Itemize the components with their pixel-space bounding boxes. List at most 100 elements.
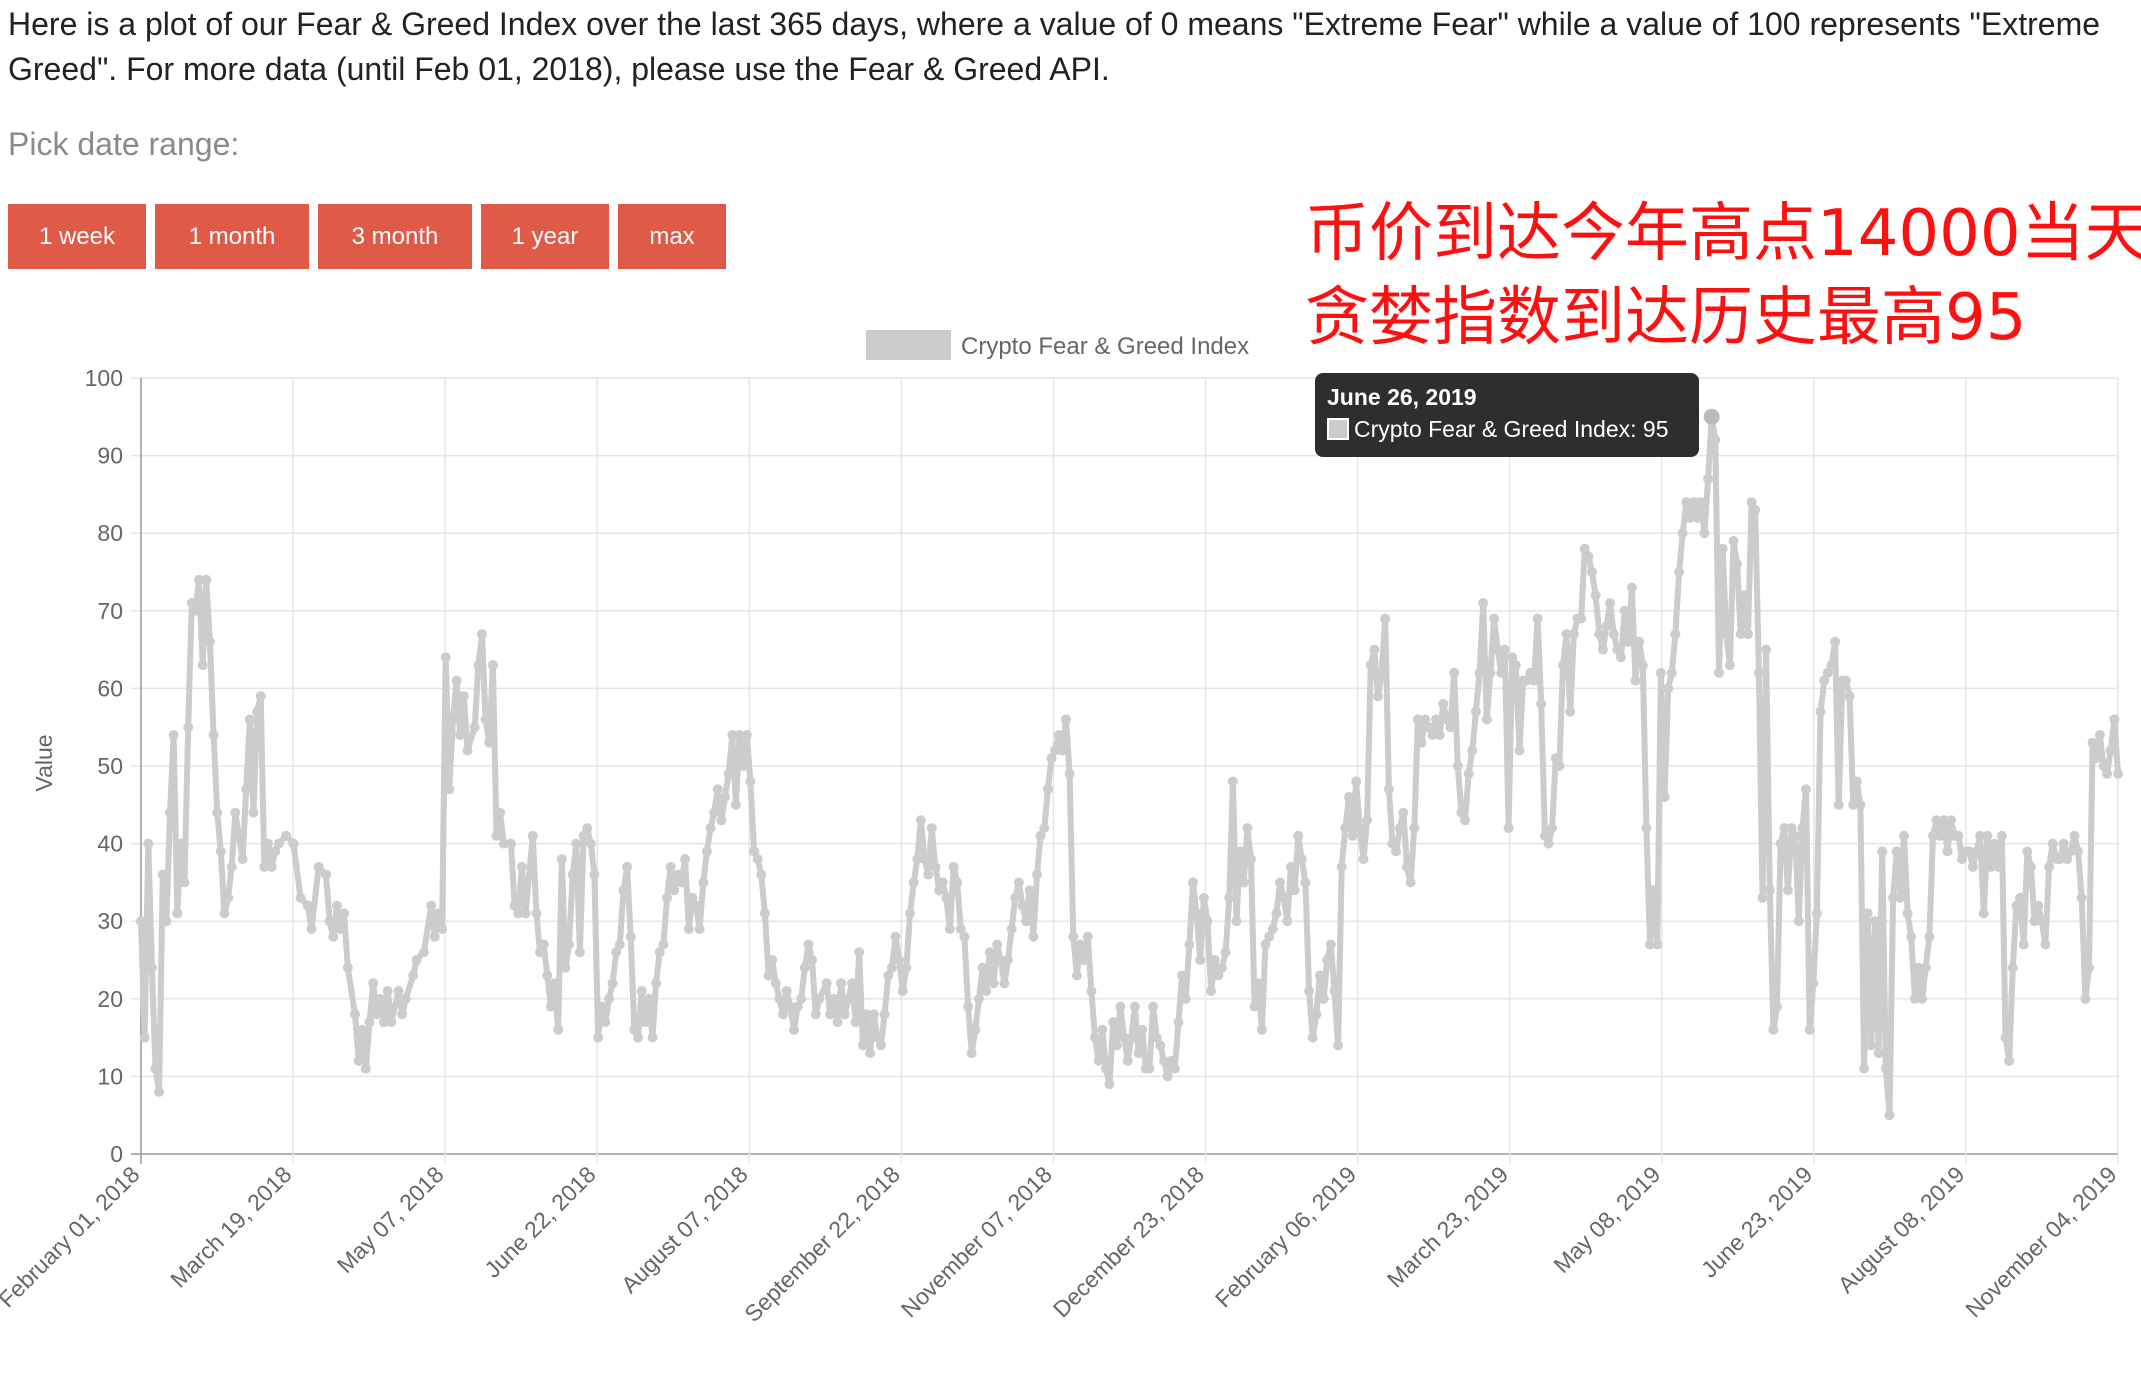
data-point: [1623, 636, 1634, 647]
data-point: [1953, 830, 1964, 841]
data-point: [1583, 551, 1594, 562]
data-point: [992, 939, 1003, 950]
data-point: [339, 908, 350, 919]
data-point: [2040, 939, 2051, 950]
data-point: [364, 1017, 375, 1028]
data-point: [915, 815, 926, 826]
data-point: [1931, 815, 1942, 826]
data-point: [865, 1048, 876, 1059]
data-point: [966, 1048, 977, 1059]
data-point: [1300, 877, 1311, 888]
data-point: [1086, 986, 1097, 996]
data-point: [1398, 807, 1409, 818]
data-point: [778, 1009, 789, 1020]
data-point: [1775, 838, 1786, 849]
data-point: [1815, 706, 1826, 717]
data-point: [745, 776, 756, 787]
data-point: [1880, 1063, 1891, 1074]
data-point: [611, 947, 622, 958]
data-point: [1373, 691, 1383, 702]
data-point: [1169, 1063, 1180, 1074]
data-point: [1314, 970, 1325, 981]
data-point: [1329, 986, 1340, 996]
data-point: [1855, 799, 1866, 810]
data-point: [350, 1009, 360, 1020]
data-point: [1655, 667, 1666, 678]
data-point: [1093, 1055, 1104, 1066]
data-point: [1616, 652, 1626, 663]
data-point: [1217, 962, 1227, 973]
data-point: [1191, 908, 1202, 919]
data-point: [1521, 675, 1532, 686]
data-point: [1177, 970, 1188, 981]
data-point: [1206, 986, 1217, 996]
data-point: [1220, 947, 1231, 958]
data-point: [411, 955, 422, 965]
x-tick-label: November 04, 2019: [1960, 1161, 2121, 1322]
date-range-label: Pick date range:: [8, 126, 240, 162]
data-point: [448, 714, 458, 725]
data-point: [1010, 892, 1021, 903]
data-point: [1884, 1110, 1895, 1121]
data-point: [709, 807, 720, 818]
data-point: [2018, 939, 2029, 950]
range-3-month-button[interactable]: 3 month: [318, 204, 472, 269]
data-point: [832, 1017, 843, 1028]
data-point: [2094, 730, 2105, 740]
data-point: [535, 947, 545, 958]
data-point: [1275, 877, 1285, 888]
data-point: [313, 861, 324, 872]
data-point: [872, 1032, 883, 1043]
data-point: [1260, 939, 1271, 950]
data-point: [716, 815, 727, 826]
data-point: [687, 892, 698, 903]
data-point: [1590, 590, 1601, 601]
data-point: [538, 939, 549, 950]
data-point: [408, 970, 419, 981]
data-point: [1801, 784, 1811, 795]
data-point: [150, 1063, 161, 1074]
data-point: [1753, 667, 1764, 678]
data-point: [1826, 660, 1837, 671]
data-point: [2102, 768, 2113, 779]
range-max-button[interactable]: max: [618, 204, 726, 269]
intro-text: Here is a plot of our Fear & Greed Index…: [8, 6, 2101, 87]
data-point: [1111, 1040, 1122, 1051]
data-point: [2004, 1055, 2015, 1066]
data-point: [1710, 435, 1721, 446]
data-point: [328, 931, 339, 942]
data-point: [1039, 823, 1050, 834]
chart-legend[interactable]: Crypto Fear & Greed Index: [866, 330, 1249, 360]
annotation-line-2: 贪婪指数到达历史最高95: [1305, 281, 2027, 355]
chart-grid: [131, 377, 2119, 1164]
data-point: [1202, 916, 1213, 927]
data-point: [1336, 861, 1347, 872]
data-point: [738, 761, 749, 771]
range-1-month-button[interactable]: 1 month: [155, 204, 309, 269]
data-point: [1819, 675, 1830, 686]
red-annotation: 币价到达今年高点14000当天 贪婪指数到达历史最高95: [1305, 192, 2141, 360]
range-1-week-button[interactable]: 1 week: [8, 204, 146, 269]
data-point: [1209, 955, 1220, 965]
data-point: [1928, 830, 1938, 841]
data-point: [1917, 993, 1928, 1004]
data-point: [799, 962, 810, 973]
tooltip-value: Crypto Fear & Greed Index: 95: [1354, 416, 1669, 442]
data-point: [643, 993, 654, 1004]
y-axis-ticks: 0 10 20 30 40 50 60 70 80 90 100: [85, 365, 123, 1167]
data-point: [549, 978, 560, 989]
data-point: [1732, 559, 1743, 570]
data-point: [564, 939, 574, 950]
data-point: [168, 730, 179, 740]
data-point: [1888, 892, 1899, 903]
y-tick-label: 100: [85, 365, 123, 391]
range-1-year-button[interactable]: 1 year: [481, 204, 609, 269]
data-point: [988, 978, 999, 989]
data-point: [1641, 823, 1652, 834]
data-point: [1499, 644, 1510, 655]
data-point: [948, 861, 959, 872]
data-point: [1681, 497, 1692, 508]
data-point: [1278, 892, 1289, 903]
data-point: [455, 730, 466, 740]
